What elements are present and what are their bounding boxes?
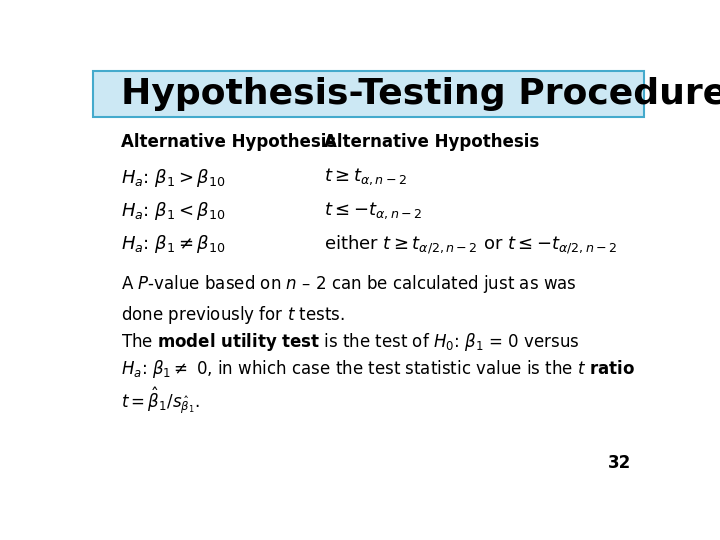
Text: $t \leq {-t_{\alpha,n-2}}$: $t \leq {-t_{\alpha,n-2}}$ bbox=[324, 200, 423, 220]
Text: Alternative Hypothesis: Alternative Hypothesis bbox=[324, 133, 539, 151]
FancyBboxPatch shape bbox=[93, 71, 644, 117]
Text: $t = \hat{\beta}_1/s_{\hat{\beta}_1}.$: $t = \hat{\beta}_1/s_{\hat{\beta}_1}.$ bbox=[121, 385, 199, 416]
Text: either $t \geq t_{\alpha/2,n-2}$ or $t \leq {-t_{\alpha/2,n-2}}$: either $t \geq t_{\alpha/2,n-2}$ or $t \… bbox=[324, 233, 618, 256]
Text: $H_a$: $\beta_1 \neq \beta_{10}$: $H_a$: $\beta_1 \neq \beta_{10}$ bbox=[121, 233, 225, 255]
Text: $H_a$: $\beta_1 < \beta_{10}$: $H_a$: $\beta_1 < \beta_{10}$ bbox=[121, 200, 225, 222]
Text: 32: 32 bbox=[608, 454, 631, 472]
Text: A $P$-value based on $n$ – 2 can be calculated just as was
done previously for $: A $P$-value based on $n$ – 2 can be calc… bbox=[121, 273, 577, 326]
Text: Alternative Hypothesis: Alternative Hypothesis bbox=[121, 133, 336, 151]
Text: $H_a$: $\beta_1 > \beta_{10}$: $H_a$: $\beta_1 > \beta_{10}$ bbox=[121, 167, 225, 188]
Text: Hypothesis-Testing Procedures: Hypothesis-Testing Procedures bbox=[121, 77, 720, 111]
Text: The $\mathbf{model\ utility\ test}$ is the test of $H_0$: $\beta_1$ = 0 versus: The $\mathbf{model\ utility\ test}$ is t… bbox=[121, 331, 579, 353]
Text: $H_a$: $\beta_1 \neq$ 0, in which case the test statistic value is the $\mathit{: $H_a$: $\beta_1 \neq$ 0, in which case t… bbox=[121, 358, 634, 380]
Text: $t \geq t_{\alpha,n-2}$: $t \geq t_{\alpha,n-2}$ bbox=[324, 167, 408, 187]
